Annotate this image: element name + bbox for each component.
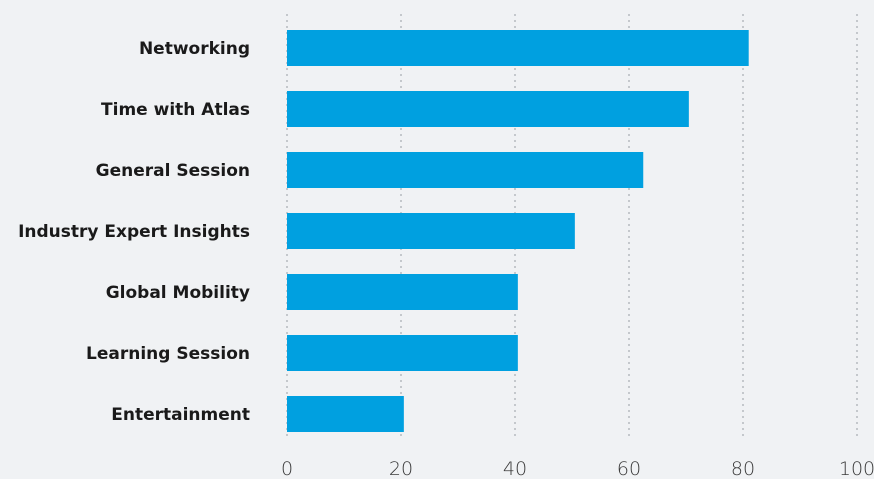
bar-time-with-atlas [287,91,689,127]
x-tick-label: 100 [839,458,874,479]
x-tick-label: 40 [503,458,527,479]
bar-networking [287,30,749,66]
x-tick-label: 20 [389,458,413,479]
x-tick-label: 80 [731,458,755,479]
category-labels: Networking Time with Atlas General Session… [18,39,250,425]
bar-global-mobility [287,274,518,310]
category-label: Time with Atlas [101,100,250,120]
category-label: Entertainment [111,405,250,425]
bar-learning-session [287,335,518,371]
category-label: General Session [96,161,250,181]
category-label: Industry Expert Insights [18,222,250,242]
bar-entertainment [287,396,404,432]
x-tick-label: 0 [281,458,293,479]
category-label: Global Mobility [106,283,250,303]
category-label: Networking [139,39,250,59]
bar-general-session [287,152,644,188]
category-label: Learning Session [86,344,250,364]
x-axis-tick-labels: 0 20 40 60 80 100 [281,458,874,479]
bar-industry-expert-insights [287,213,575,249]
x-tick-label: 60 [617,458,641,479]
bars [287,30,749,432]
